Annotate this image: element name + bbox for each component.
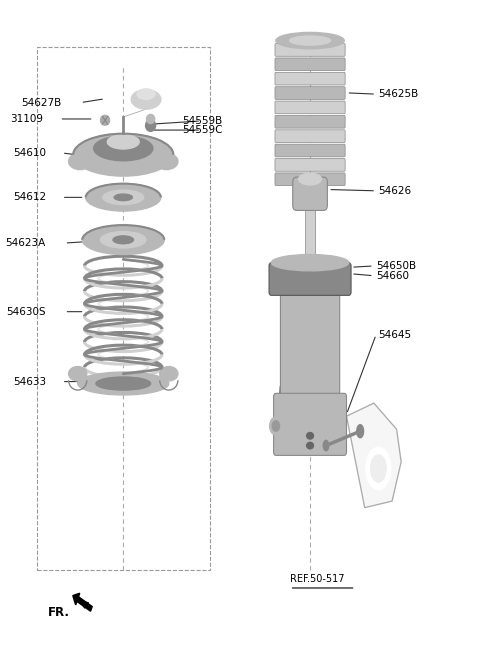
- Ellipse shape: [94, 136, 153, 161]
- Ellipse shape: [100, 115, 109, 125]
- Ellipse shape: [82, 225, 164, 255]
- Ellipse shape: [73, 134, 173, 176]
- Ellipse shape: [145, 119, 156, 131]
- Text: 54610: 54610: [13, 148, 46, 158]
- Ellipse shape: [289, 36, 331, 45]
- FancyBboxPatch shape: [275, 72, 345, 85]
- Text: 54559B: 54559B: [182, 116, 223, 126]
- Ellipse shape: [366, 447, 391, 489]
- Text: 54650B: 54650B: [376, 261, 416, 271]
- Text: 54633: 54633: [12, 377, 46, 386]
- Text: 54627B: 54627B: [22, 98, 62, 108]
- Text: 62618B: 62618B: [283, 379, 323, 388]
- Text: 31109: 31109: [11, 114, 44, 124]
- Text: 54623A: 54623A: [6, 238, 46, 248]
- FancyBboxPatch shape: [293, 177, 327, 211]
- Ellipse shape: [103, 190, 144, 205]
- Ellipse shape: [96, 377, 151, 390]
- FancyBboxPatch shape: [269, 262, 351, 295]
- Ellipse shape: [307, 432, 313, 439]
- Text: REF.50-517: REF.50-517: [289, 575, 344, 584]
- Ellipse shape: [276, 32, 344, 49]
- Text: 54612: 54612: [12, 192, 46, 202]
- FancyBboxPatch shape: [275, 101, 345, 113]
- Ellipse shape: [155, 154, 178, 170]
- Text: 54630S: 54630S: [6, 306, 46, 317]
- FancyBboxPatch shape: [275, 43, 345, 56]
- Ellipse shape: [86, 184, 161, 211]
- Text: 54645: 54645: [378, 329, 411, 340]
- FancyBboxPatch shape: [275, 159, 345, 171]
- Ellipse shape: [78, 372, 169, 395]
- FancyArrow shape: [73, 593, 92, 611]
- Ellipse shape: [146, 114, 155, 123]
- Ellipse shape: [307, 442, 313, 449]
- Text: 54660: 54660: [376, 271, 409, 281]
- Ellipse shape: [137, 89, 155, 99]
- Ellipse shape: [371, 455, 386, 482]
- Ellipse shape: [269, 417, 282, 435]
- Ellipse shape: [323, 440, 329, 451]
- FancyBboxPatch shape: [305, 205, 314, 282]
- Ellipse shape: [299, 173, 322, 185]
- Ellipse shape: [272, 420, 279, 431]
- Ellipse shape: [108, 134, 139, 149]
- FancyBboxPatch shape: [275, 58, 345, 71]
- FancyBboxPatch shape: [275, 130, 345, 142]
- Ellipse shape: [271, 255, 349, 271]
- Polygon shape: [347, 403, 401, 508]
- Text: FR.: FR.: [48, 605, 70, 619]
- Ellipse shape: [357, 424, 363, 438]
- FancyBboxPatch shape: [280, 276, 340, 426]
- Ellipse shape: [113, 236, 133, 244]
- FancyBboxPatch shape: [274, 394, 347, 455]
- Ellipse shape: [100, 232, 146, 248]
- Text: 54625B: 54625B: [378, 89, 419, 99]
- FancyBboxPatch shape: [275, 173, 345, 186]
- FancyBboxPatch shape: [275, 115, 345, 128]
- Text: 54559C: 54559C: [182, 125, 223, 135]
- Ellipse shape: [131, 90, 161, 109]
- FancyBboxPatch shape: [275, 87, 345, 99]
- Ellipse shape: [69, 154, 91, 170]
- Ellipse shape: [69, 367, 87, 381]
- Ellipse shape: [114, 194, 132, 201]
- Text: 54626: 54626: [378, 186, 411, 196]
- FancyBboxPatch shape: [275, 144, 345, 157]
- Ellipse shape: [160, 367, 178, 381]
